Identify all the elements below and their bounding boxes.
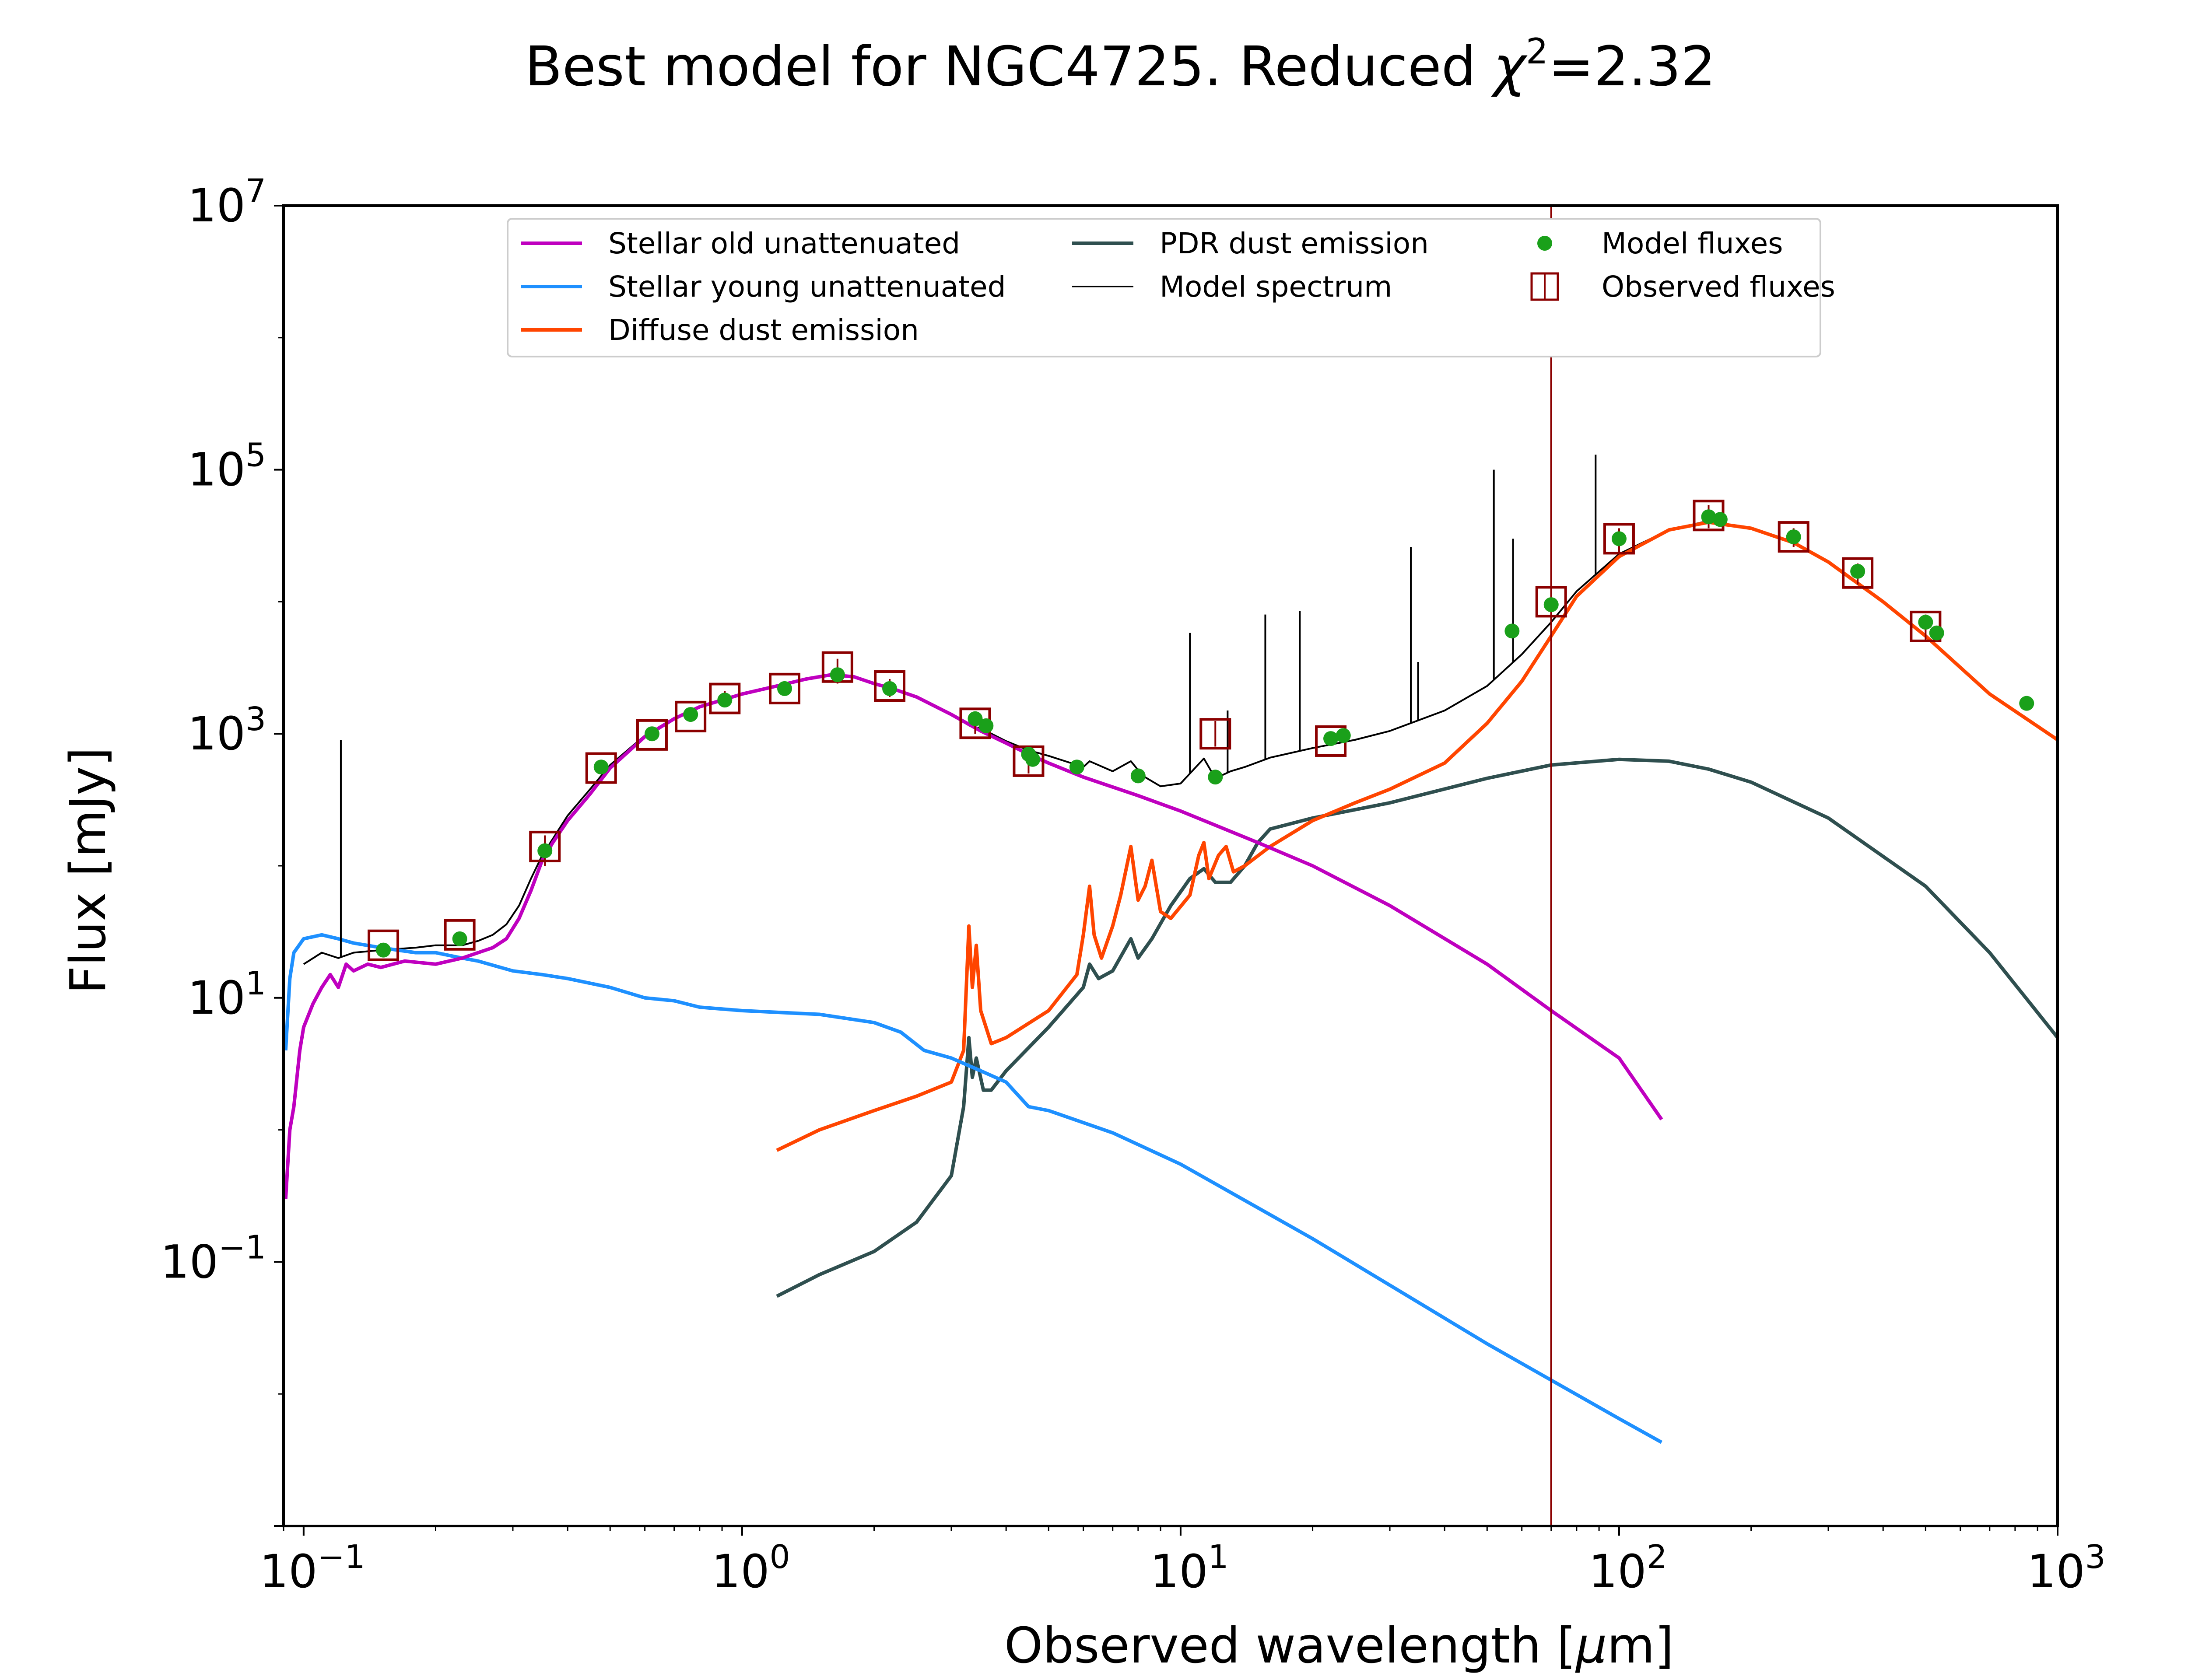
model-flux-marker: [376, 942, 391, 958]
observed-flux-marker: [675, 700, 707, 732]
x-tick-label: 103: [2027, 1538, 2105, 1598]
model-flux-marker: [1025, 752, 1040, 767]
y-tick-label: 103: [188, 700, 266, 760]
model-flux-marker: [1712, 512, 1728, 527]
observed-flux-marker: [1535, 586, 1567, 618]
model-flux-marker: [1543, 597, 1559, 612]
model-flux-marker: [644, 726, 659, 742]
legend: Stellar old unattenuated Stellar young un…: [507, 218, 1835, 357]
observed-flux-marker: [768, 672, 800, 704]
model-flux-marker: [1336, 728, 1351, 743]
model-flux-marker: [537, 843, 553, 858]
observed-flux-marker: [585, 752, 617, 784]
series-pdr-dust-emission: [776, 757, 2058, 1298]
model-flux-marker: [683, 707, 698, 722]
model-flux-marker: [1069, 760, 1084, 775]
observed-flux-marker: [1603, 523, 1635, 555]
legend-label-model-spectrum: Model spectrum: [1160, 270, 1392, 304]
y-tick-label: 10−1: [161, 1228, 266, 1288]
model-flux-marker: [968, 711, 983, 726]
observed-flux-marker: [636, 719, 668, 751]
series-stellar-young-unattenuated: [284, 933, 1663, 1444]
legend-label-stellar-old-unattenuated: Stellar old unattenuated: [608, 227, 960, 260]
legend-label-diffuse-dust-emission: Diffuse dust emission: [608, 313, 919, 347]
model-flux-marker: [830, 667, 845, 682]
series-stellar-old-unattenuated: [284, 673, 1663, 1199]
observed-flux-marker: [1778, 521, 1809, 553]
observed-flux-marker: [1013, 745, 1045, 777]
observed-flux-marker: [874, 670, 906, 702]
axis-ticks: 10−1 100 101 102 103 10−1 101 103 105 107: [161, 172, 2106, 1598]
observed-flux-marker: [368, 929, 400, 961]
model-flux-marker: [452, 931, 467, 946]
observed-flux-marker: [1842, 557, 1874, 589]
x-tick-label: 101: [1150, 1538, 1228, 1598]
plot-clipped-group: [284, 206, 2058, 1526]
plot-area: [284, 206, 2058, 1526]
y-tick-label: 107: [188, 172, 266, 232]
legend-label-model-fluxes: Model fluxes: [1602, 227, 1783, 260]
legend-swatch-model-fluxes: [1537, 236, 1552, 251]
model-flux-marker: [777, 681, 792, 696]
legend-label-observed-fluxes: Observed fluxes: [1602, 270, 1835, 304]
plot-frame: [282, 204, 2059, 1527]
model-flux-marker: [1701, 509, 1716, 525]
series-model-spectrum: [303, 520, 2058, 965]
x-tick-label: 10−1: [259, 1538, 365, 1598]
model-flux-marker: [1929, 625, 1944, 640]
model-flux-marker: [882, 681, 898, 696]
model-flux-marker: [1918, 615, 1933, 630]
model-flux-marker: [978, 718, 994, 733]
model-flux-marker: [1786, 529, 1801, 545]
model-flux-marker: [1208, 770, 1223, 785]
observed-flux-marker: [444, 919, 476, 951]
observed-flux-marker: [1199, 718, 1231, 750]
x-tick-label: 102: [1588, 1538, 1667, 1598]
model-flux-marker: [1850, 564, 1865, 579]
x-axis-label: Observed wavelength [μm]: [1004, 1617, 1674, 1674]
x-tick-label: 100: [712, 1538, 790, 1598]
legend-label-pdr-dust-emission: PDR dust emission: [1160, 227, 1429, 260]
model-flux-marker: [593, 760, 609, 775]
model-flux-marker: [1130, 768, 1146, 784]
y-tick-label: 101: [188, 965, 266, 1025]
series-diffuse-dust-emission: [776, 520, 2058, 1152]
model-flux-marker: [717, 693, 733, 708]
legend-label-stellar-young-unattenuated: Stellar young unattenuated: [608, 270, 1006, 304]
y-axis-label: Flux [mJy]: [60, 747, 117, 994]
model-flux-marker: [1323, 731, 1339, 746]
model-flux-marker: [2019, 696, 2034, 711]
legend-box: [507, 218, 1821, 357]
observed-flux-marker: [529, 830, 561, 862]
y-tick-label: 105: [188, 437, 266, 497]
observed-flux-marker: [709, 682, 741, 714]
model-flux-marker: [1504, 623, 1520, 639]
model-flux-marker: [1611, 531, 1627, 546]
chart-title: Best model for NGC4725. Reduced χ2=2.32: [525, 31, 1716, 98]
